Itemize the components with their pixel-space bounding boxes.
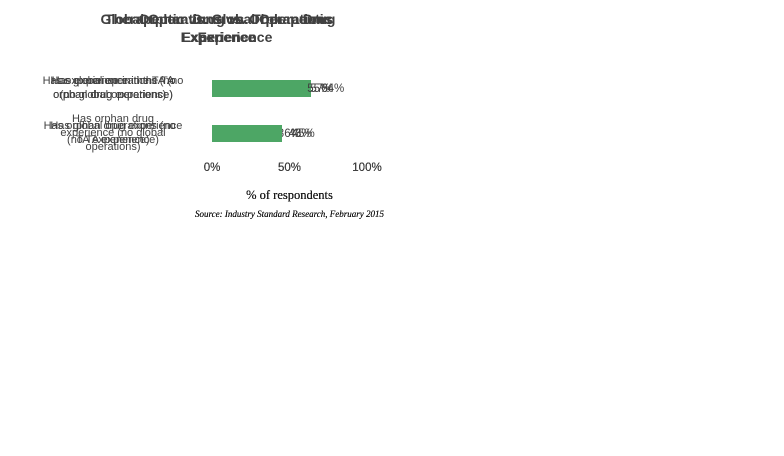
bar-track: 45% <box>212 125 367 143</box>
category-label: Has orphan drug experience (no TA experi… <box>43 119 183 146</box>
bar <box>212 80 298 98</box>
value-label: 36% <box>277 127 301 140</box>
x-axis-label: % of respondents <box>246 188 333 203</box>
x-axis: 0% 50% 100% <box>204 162 382 178</box>
x-axis: 0% 50% 100% <box>204 162 382 178</box>
x-tick: 0% <box>203 162 221 175</box>
x-axis-label: % of respondents <box>246 188 333 203</box>
plot-area: Has global operations (no orphan drug ex… <box>0 66 392 178</box>
bar <box>212 125 282 143</box>
x-tick: 100% <box>352 162 382 175</box>
source-note: Source: Industry Standard Research, Febr… <box>195 209 384 220</box>
x-tick: 0% <box>203 162 221 175</box>
source-note: Source: Industry Standard Research, Febr… <box>195 209 384 220</box>
value-label: 55% <box>307 82 331 95</box>
category-label: Has global operations (no TA experience) <box>50 119 176 146</box>
x-axis-row: 0% 50% 100% <box>0 162 392 178</box>
category-label: Has experience in the TA (no global oper… <box>51 74 175 101</box>
source-note: Source: Industry Standard Research, Febr… <box>195 209 384 220</box>
value-label: 45% <box>291 127 315 140</box>
category-label: Has orphan drug experience (no global op… <box>60 112 166 153</box>
x-axis-label: % of respondents <box>246 188 333 203</box>
value-label: 57% <box>310 82 334 95</box>
x-tick: 0% <box>203 162 221 175</box>
chart-title: Global Operations vs. Orphan Drug Experi… <box>100 11 336 46</box>
category-label: Has experience in the TA (no orphan drug… <box>42 74 184 101</box>
x-tick: 50% <box>277 162 302 175</box>
bar-track: 55% <box>212 80 367 98</box>
category-label: Has global operations (no orphan drug ex… <box>50 74 176 101</box>
x-axis-row: 0% 50% 100% <box>0 162 392 178</box>
bar-row: Has global operations (no orphan drug ex… <box>0 66 392 111</box>
x-tick: 50% <box>277 162 302 175</box>
x-tick: 100% <box>352 162 382 175</box>
bar-row: Has orphan drug experience (no global op… <box>0 111 392 156</box>
x-axis-row: 0% 50% 100% <box>0 162 392 178</box>
chart-title: Orphan Drug vs. Therapeutic Experience <box>138 11 332 46</box>
x-tick: 50% <box>277 162 302 175</box>
chart-global-vs-orphan: Global Operations vs. Orphan Drug Experi… <box>0 0 392 222</box>
x-axis: 0% 50% 100% <box>204 162 382 178</box>
value-label: 43% <box>288 127 312 140</box>
chart-title: Therapeutic vs. Global Operations Experi… <box>105 11 333 46</box>
x-tick: 100% <box>352 162 382 175</box>
value-label: 64% <box>321 82 345 95</box>
